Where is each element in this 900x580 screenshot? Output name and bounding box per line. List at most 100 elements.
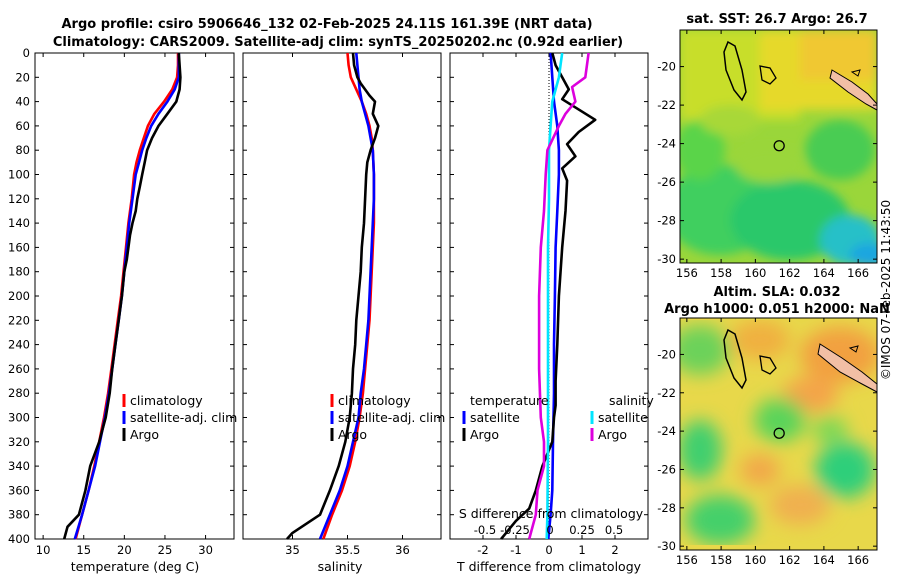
salinity-lines xyxy=(286,52,380,540)
salinity-difference-label: S difference from climatology xyxy=(459,506,644,521)
salinity-legend: climatology satellite-adj. clim Argo xyxy=(330,393,445,442)
series-line-t-argo xyxy=(500,52,597,540)
difference-panel: -2 -1 0 1 2 T difference from climatology S … xyxy=(449,52,654,574)
lat-tick-label: -30 xyxy=(657,252,676,266)
sst-argo-position xyxy=(773,140,785,152)
legend-label-satellite-adj: satellite-adj. clim xyxy=(338,410,445,425)
y-tick-label: 20 xyxy=(15,70,30,84)
y-tick-label: 260 xyxy=(8,362,30,376)
lon-tick-label: 160 xyxy=(744,266,766,280)
difference-lines xyxy=(500,52,597,540)
y-tick-label: 200 xyxy=(8,289,30,303)
legend-label-satellite-adj: satellite-adj. clim xyxy=(130,410,237,425)
x-tick-label: 30 xyxy=(198,543,213,557)
x-tick-label: 36 xyxy=(395,543,410,557)
sst-field xyxy=(680,30,877,263)
lon-tick-label: 164 xyxy=(813,553,835,567)
temperature-axes xyxy=(34,52,235,540)
lon-tick-label: 162 xyxy=(779,266,801,280)
sst-map-title: sat. SST: 26.7 Argo: 26.7 xyxy=(686,12,867,27)
y-tick-label: 220 xyxy=(8,313,30,327)
salinity-ticks: 35 35.5 36 xyxy=(243,52,441,557)
series-line-s-satellite xyxy=(545,52,564,540)
y-tick-label: 360 xyxy=(8,483,30,497)
x-tick-label: 35 xyxy=(285,543,300,557)
x-tick-label: 1 xyxy=(578,543,585,557)
series-line-satellite-adj-clim xyxy=(318,52,376,540)
x-tick-label: 15 xyxy=(76,543,91,557)
lon-tick-label: 156 xyxy=(676,266,698,280)
lat-tick-label: -28 xyxy=(657,501,676,515)
lon-tick-label: 158 xyxy=(710,553,732,567)
credit-stamp: ©IMOS 07-Feb-2025 11:43:50 xyxy=(879,199,893,381)
salinity-difference-ticks: -0.5 -0.25 0 0.25 0.5 xyxy=(474,523,623,537)
s-tick-label: 0 xyxy=(546,523,553,537)
temperature-ticks: 0 20 40 60 80 100 120 140 160 180 200 220 240 260 280 3… xyxy=(8,46,234,557)
y-tick-label: 300 xyxy=(8,411,30,425)
series-line-argo xyxy=(62,52,182,540)
legend-label-argo: Argo xyxy=(338,427,367,442)
y-tick-label: 340 xyxy=(8,459,30,473)
y-tick-label: 400 xyxy=(8,532,30,546)
salinity-panel: 35 35.5 36 salinity climatology satellite-… xyxy=(242,52,445,574)
lat-tick-label: -26 xyxy=(657,175,676,189)
temperature-panel: 0 20 40 60 80 100 120 140 160 180 200 220 240 260 280 3… xyxy=(8,46,237,574)
lon-tick-label: 156 xyxy=(676,553,698,567)
y-tick-label: 40 xyxy=(15,95,30,109)
difference-xlabel: T difference from climatology xyxy=(456,559,642,574)
title-line-1: Argo profile: csiro 5906646_132 02-Feb-2… xyxy=(61,17,592,32)
lon-tick-label: 164 xyxy=(813,266,835,280)
y-tick-label: 60 xyxy=(15,119,30,133)
legend-label-t-argo: Argo xyxy=(470,427,499,442)
y-tick-label: 280 xyxy=(8,386,30,400)
temperature-lines xyxy=(62,52,182,540)
s-tick-label: -0.5 xyxy=(474,523,496,537)
lat-tick-label: -22 xyxy=(657,386,676,400)
y-tick-label: 120 xyxy=(8,192,30,206)
y-tick-label: 320 xyxy=(8,435,30,449)
series-line-argo xyxy=(286,52,380,540)
series-line-t-satellite xyxy=(547,52,561,540)
sst-map: 156 158 160 162 164 166 -20 -22 -24 -26 -28 -30 xyxy=(657,29,878,280)
y-tick-label: 160 xyxy=(8,240,30,254)
x-tick-label: 25 xyxy=(158,543,173,557)
y-tick-label: 100 xyxy=(8,168,30,182)
series-line-s-argo xyxy=(527,52,590,540)
legend-title-temperature: temperature xyxy=(470,393,549,408)
y-tick-label: 140 xyxy=(8,216,30,230)
lat-tick-label: -26 xyxy=(657,462,676,476)
x-tick-label: 0 xyxy=(545,543,552,557)
x-tick-label: 10 xyxy=(36,543,51,557)
lon-tick-label: 160 xyxy=(744,553,766,567)
sla-map: 156 158 160 162 164 166 -20 -22 -24 -26 -28 -30 xyxy=(657,317,878,567)
legend-label-climatology: climatology xyxy=(130,393,203,408)
x-tick-label: 20 xyxy=(117,543,132,557)
lon-tick-label: 166 xyxy=(847,553,869,567)
sla-field xyxy=(680,318,877,550)
x-tick-label: -2 xyxy=(477,543,488,557)
x-tick-label: -1 xyxy=(510,543,521,557)
lat-tick-label: -24 xyxy=(657,137,676,151)
salinity-xlabel: salinity xyxy=(318,559,363,574)
y-tick-label: 80 xyxy=(15,143,30,157)
temperature-xlabel: temperature (deg C) xyxy=(71,559,200,574)
y-tick-label: 380 xyxy=(8,508,30,522)
sla-map-ticks: 156 158 160 162 164 166 -20 -22 -24 -26 -28 -30 xyxy=(657,318,877,567)
temperature-legend: climatology satellite-adj. clim Argo xyxy=(122,393,237,442)
lat-tick-label: -20 xyxy=(657,60,676,74)
s-tick-label: -0.25 xyxy=(500,523,530,537)
salinity-axes xyxy=(242,52,442,540)
y-tick-label: 0 xyxy=(23,46,30,60)
lat-tick-label: -28 xyxy=(657,214,676,228)
y-tick-label: 240 xyxy=(8,338,30,352)
lat-tick-label: -24 xyxy=(657,424,676,438)
s-tick-label: 0.5 xyxy=(605,523,623,537)
lon-tick-label: 166 xyxy=(847,266,869,280)
legend-label-s-satellite: satellite xyxy=(598,410,648,425)
legend-title-salinity: salinity xyxy=(609,393,654,408)
lat-tick-label: -22 xyxy=(657,98,676,112)
legend-label-t-satellite: satellite xyxy=(470,410,520,425)
sst-map-ticks: 156 158 160 162 164 166 -20 -22 -24 -26 -28 -30 xyxy=(657,30,877,280)
lat-tick-label: -20 xyxy=(657,347,676,361)
